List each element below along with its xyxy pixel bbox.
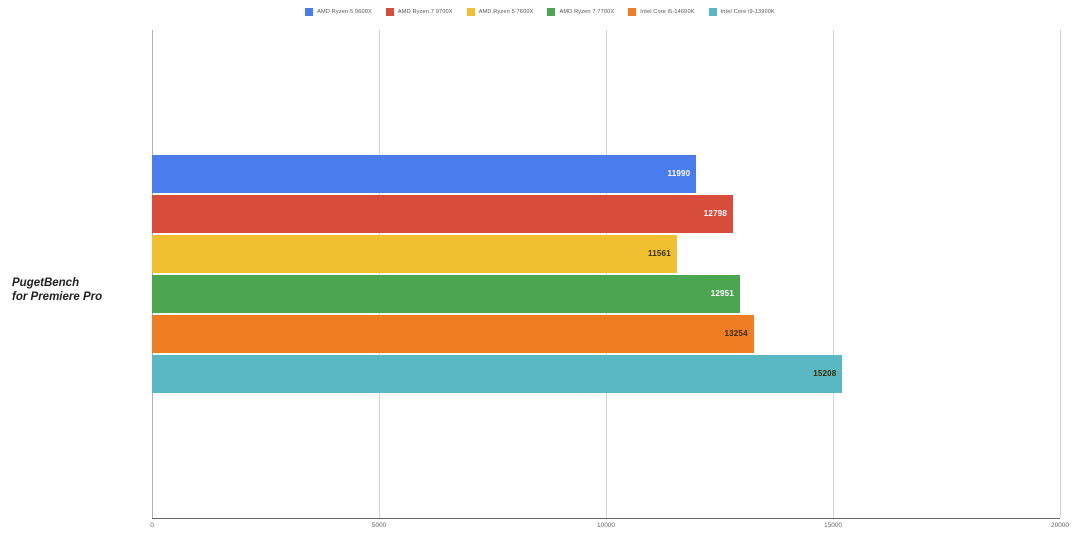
bar-row[interactable]: 13254 (152, 315, 754, 353)
legend-swatch-icon (385, 8, 394, 16)
x-axis-line (152, 518, 1060, 519)
bar[interactable] (152, 235, 677, 273)
bar[interactable] (152, 315, 754, 353)
legend-item[interactable]: Intel Core i9-13900K (708, 8, 775, 16)
bar-value-label: 13254 (724, 329, 748, 338)
legend-swatch-icon (547, 8, 556, 16)
legend-item[interactable]: AMD Ryzen 5 7600X (466, 8, 534, 16)
legend-label: Intel Core i5-14600K (640, 9, 695, 15)
bar-value-label: 11990 (667, 169, 691, 178)
legend-label: AMD Ryzen 7 9700X (397, 9, 453, 15)
x-tick-label: 15000 (823, 522, 843, 529)
legend-swatch-icon (628, 8, 637, 16)
gridline (606, 30, 607, 518)
plot-gridlines (152, 30, 1061, 518)
chart-legend: AMD Ryzen 5 9600X AMD Ryzen 7 9700X AMD Ry… (0, 0, 1080, 24)
x-tick-label: 10000 (596, 522, 616, 529)
bar-row[interactable]: 11990 (152, 155, 697, 193)
legend-swatch-icon (305, 8, 314, 16)
x-tick-label: 20000 (1050, 522, 1070, 529)
gridline (379, 30, 380, 518)
legend-item[interactable]: AMD Ryzen 7 9700X (385, 8, 453, 16)
bar[interactable] (152, 195, 734, 233)
x-tick-label: 0 (150, 522, 154, 529)
bar-row[interactable]: 12951 (152, 275, 740, 313)
chart-region: PugetBench for Premiere Pro 11990 12798 11… (0, 24, 1080, 540)
chart-axis-title: PugetBench for Premiere Pro (12, 277, 103, 303)
bar-value-label: 11561 (648, 249, 671, 258)
legend-item[interactable]: AMD Ryzen 5 9600X (305, 8, 372, 16)
bar-row[interactable]: 15208 (152, 355, 843, 393)
gridline (833, 30, 834, 518)
legend-item[interactable]: AMD Ryzen 7 7700X (547, 8, 614, 16)
gridline (1060, 30, 1061, 518)
legend-swatch-icon (708, 8, 717, 16)
bar-row[interactable]: 12798 (152, 195, 734, 233)
bar-value-label: 12951 (710, 289, 734, 298)
bar-value-label: 12798 (703, 209, 728, 218)
gridline (152, 30, 153, 518)
legend-swatch-icon (466, 8, 475, 16)
bar-row[interactable]: 11561 (152, 235, 677, 273)
legend-label: AMD Ryzen 7 7700X (559, 9, 615, 15)
legend-label: AMD Ryzen 5 7600X (478, 9, 534, 15)
legend-label: Intel Core i9-13900K (720, 9, 775, 15)
legend-label: AMD Ryzen 5 9600X (317, 9, 372, 15)
x-tick-label: 5000 (371, 522, 387, 529)
bar-value-label: 15208 (813, 369, 837, 378)
legend-item[interactable]: Intel Core i5-14600K (628, 8, 694, 16)
bar[interactable] (152, 355, 843, 393)
bar-series: 11990 12798 11561 12951 13254 15208 (152, 30, 1060, 518)
bar[interactable] (152, 275, 740, 313)
bar[interactable] (152, 155, 697, 193)
